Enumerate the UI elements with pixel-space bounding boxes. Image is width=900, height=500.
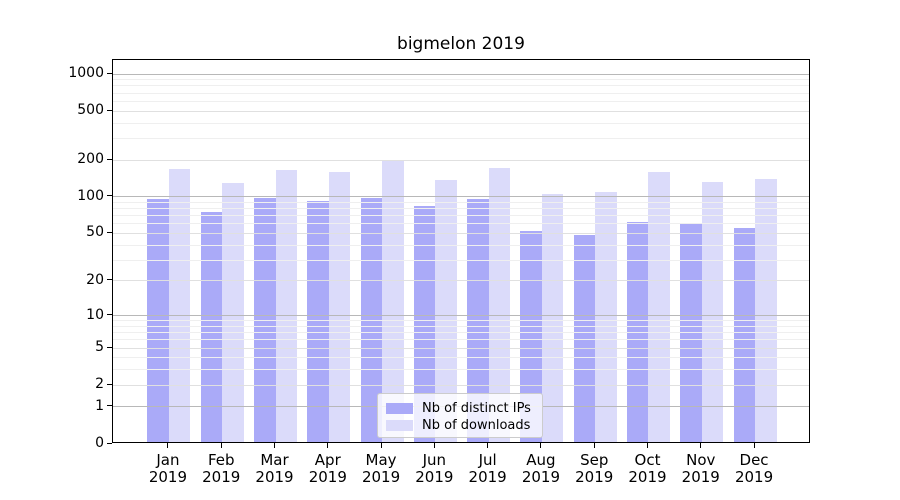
x-tick-label-year: 2019	[361, 468, 401, 486]
y-tick-label: 500	[77, 102, 104, 119]
bar-distinct-ips	[307, 201, 329, 442]
x-tick-mark	[380, 443, 382, 448]
x-tick-mark	[753, 443, 755, 448]
bar-downloads	[168, 168, 191, 442]
bars-layer	[113, 60, 809, 442]
x-tick-mark	[433, 443, 435, 448]
legend-swatch-downloads	[386, 420, 413, 431]
bar-distinct-ips	[413, 206, 436, 442]
x-tick-mark	[646, 443, 648, 448]
bar-downloads	[701, 182, 724, 442]
bar-distinct-ips	[573, 234, 596, 442]
x-tick-label-year: 2019	[521, 468, 561, 486]
bar-distinct-ips	[680, 222, 702, 442]
x-tick-label-year: 2019	[202, 468, 241, 486]
x-tick-mark	[274, 443, 275, 448]
bar-distinct-ips	[626, 221, 649, 442]
y-tick-mark	[107, 383, 112, 385]
legend-label-distinct-ips: Nb of distinct IPs	[422, 401, 531, 416]
x-tick-mark	[220, 443, 222, 448]
x-tick-mark	[167, 443, 169, 448]
x-tick-label-year: 2019	[681, 468, 720, 486]
y-tick-label: 100	[77, 187, 104, 204]
x-tick-label-year: 2019	[628, 468, 667, 486]
bar-distinct-ips	[733, 228, 756, 442]
x-tick-label-year: 2019	[255, 468, 294, 486]
x-tick-label: Nov 2019	[669, 452, 733, 486]
x-tick-mark	[700, 443, 702, 448]
x-tick-mark	[593, 443, 595, 448]
y-tick-label: 200	[77, 151, 104, 167]
x-tick-label-year: 2019	[308, 468, 347, 486]
x-tick-label: Dec 2019	[722, 452, 786, 486]
y-tick-mark	[107, 346, 112, 348]
y-tick-label: 10	[86, 306, 104, 323]
x-tick-label-year: 2019	[468, 468, 507, 486]
y-tick-mark	[107, 72, 112, 74]
x-tick-label: Sep 2019	[562, 452, 626, 486]
y-tick-label: 50	[86, 224, 104, 241]
legend-entry-distinct-ips: Nb of distinct IPs	[386, 400, 534, 417]
x-tick-label: Jun 2019	[402, 452, 466, 486]
x-tick-label-year: 2019	[148, 468, 188, 486]
y-tick-label: 20	[86, 271, 104, 288]
legend-entry-downloads: Nb of downloads	[386, 417, 534, 434]
y-tick-mark	[107, 442, 112, 444]
bar-downloads	[648, 172, 670, 442]
y-tick-mark	[107, 195, 112, 197]
chart-title: bigmelon 2019	[397, 34, 525, 54]
x-tick-label: Jan 2019	[136, 452, 200, 486]
y-tick-mark	[107, 405, 112, 407]
bar-downloads	[328, 171, 351, 442]
bar-distinct-ips	[147, 198, 169, 442]
x-tick-label: Feb 2019	[189, 452, 253, 486]
bar-downloads	[275, 169, 297, 442]
y-tick-mark	[107, 231, 112, 233]
bar-distinct-ips	[360, 197, 383, 442]
y-tick-label: 5	[95, 339, 104, 356]
x-tick-mark	[487, 443, 489, 448]
x-tick-label: Aug 2019	[509, 452, 573, 486]
bar-downloads	[222, 182, 244, 442]
bar-downloads	[595, 192, 617, 442]
x-tick-label: May 2019	[349, 452, 413, 486]
bar-distinct-ips	[254, 197, 276, 442]
bar-downloads	[488, 168, 511, 442]
legend: Nb of distinct IPs Nb of downloads	[377, 393, 543, 438]
x-tick-label: Mar 2019	[243, 452, 307, 486]
y-tick-mark	[107, 279, 112, 281]
x-tick-label-year: 2019	[575, 468, 614, 486]
bar-downloads	[541, 193, 564, 442]
x-tick-label: Oct 2019	[615, 452, 679, 486]
legend-label-downloads: Nb of downloads	[422, 418, 531, 433]
bar-distinct-ips	[200, 211, 223, 442]
x-tick-label-year: 2019	[415, 468, 454, 486]
y-tick-label: 1000	[68, 65, 104, 82]
y-tick-mark	[107, 158, 112, 160]
y-tick-mark	[107, 109, 112, 111]
bar-downloads	[382, 159, 404, 442]
x-tick-label-year: 2019	[734, 468, 774, 486]
legend-swatch-distinct-ips	[386, 403, 413, 414]
x-tick-label: Apr 2019	[296, 452, 360, 486]
x-tick-mark	[327, 443, 329, 448]
y-tick-mark	[107, 314, 112, 316]
x-tick-label: Jul 2019	[456, 452, 520, 486]
y-tick-label: 2	[95, 376, 104, 393]
x-tick-mark	[540, 443, 542, 448]
bar-distinct-ips	[520, 231, 542, 442]
plot-area	[112, 59, 810, 443]
y-tick-label: 0	[95, 435, 104, 451]
bar-downloads	[755, 179, 777, 442]
y-tick-label: 1	[95, 397, 104, 414]
